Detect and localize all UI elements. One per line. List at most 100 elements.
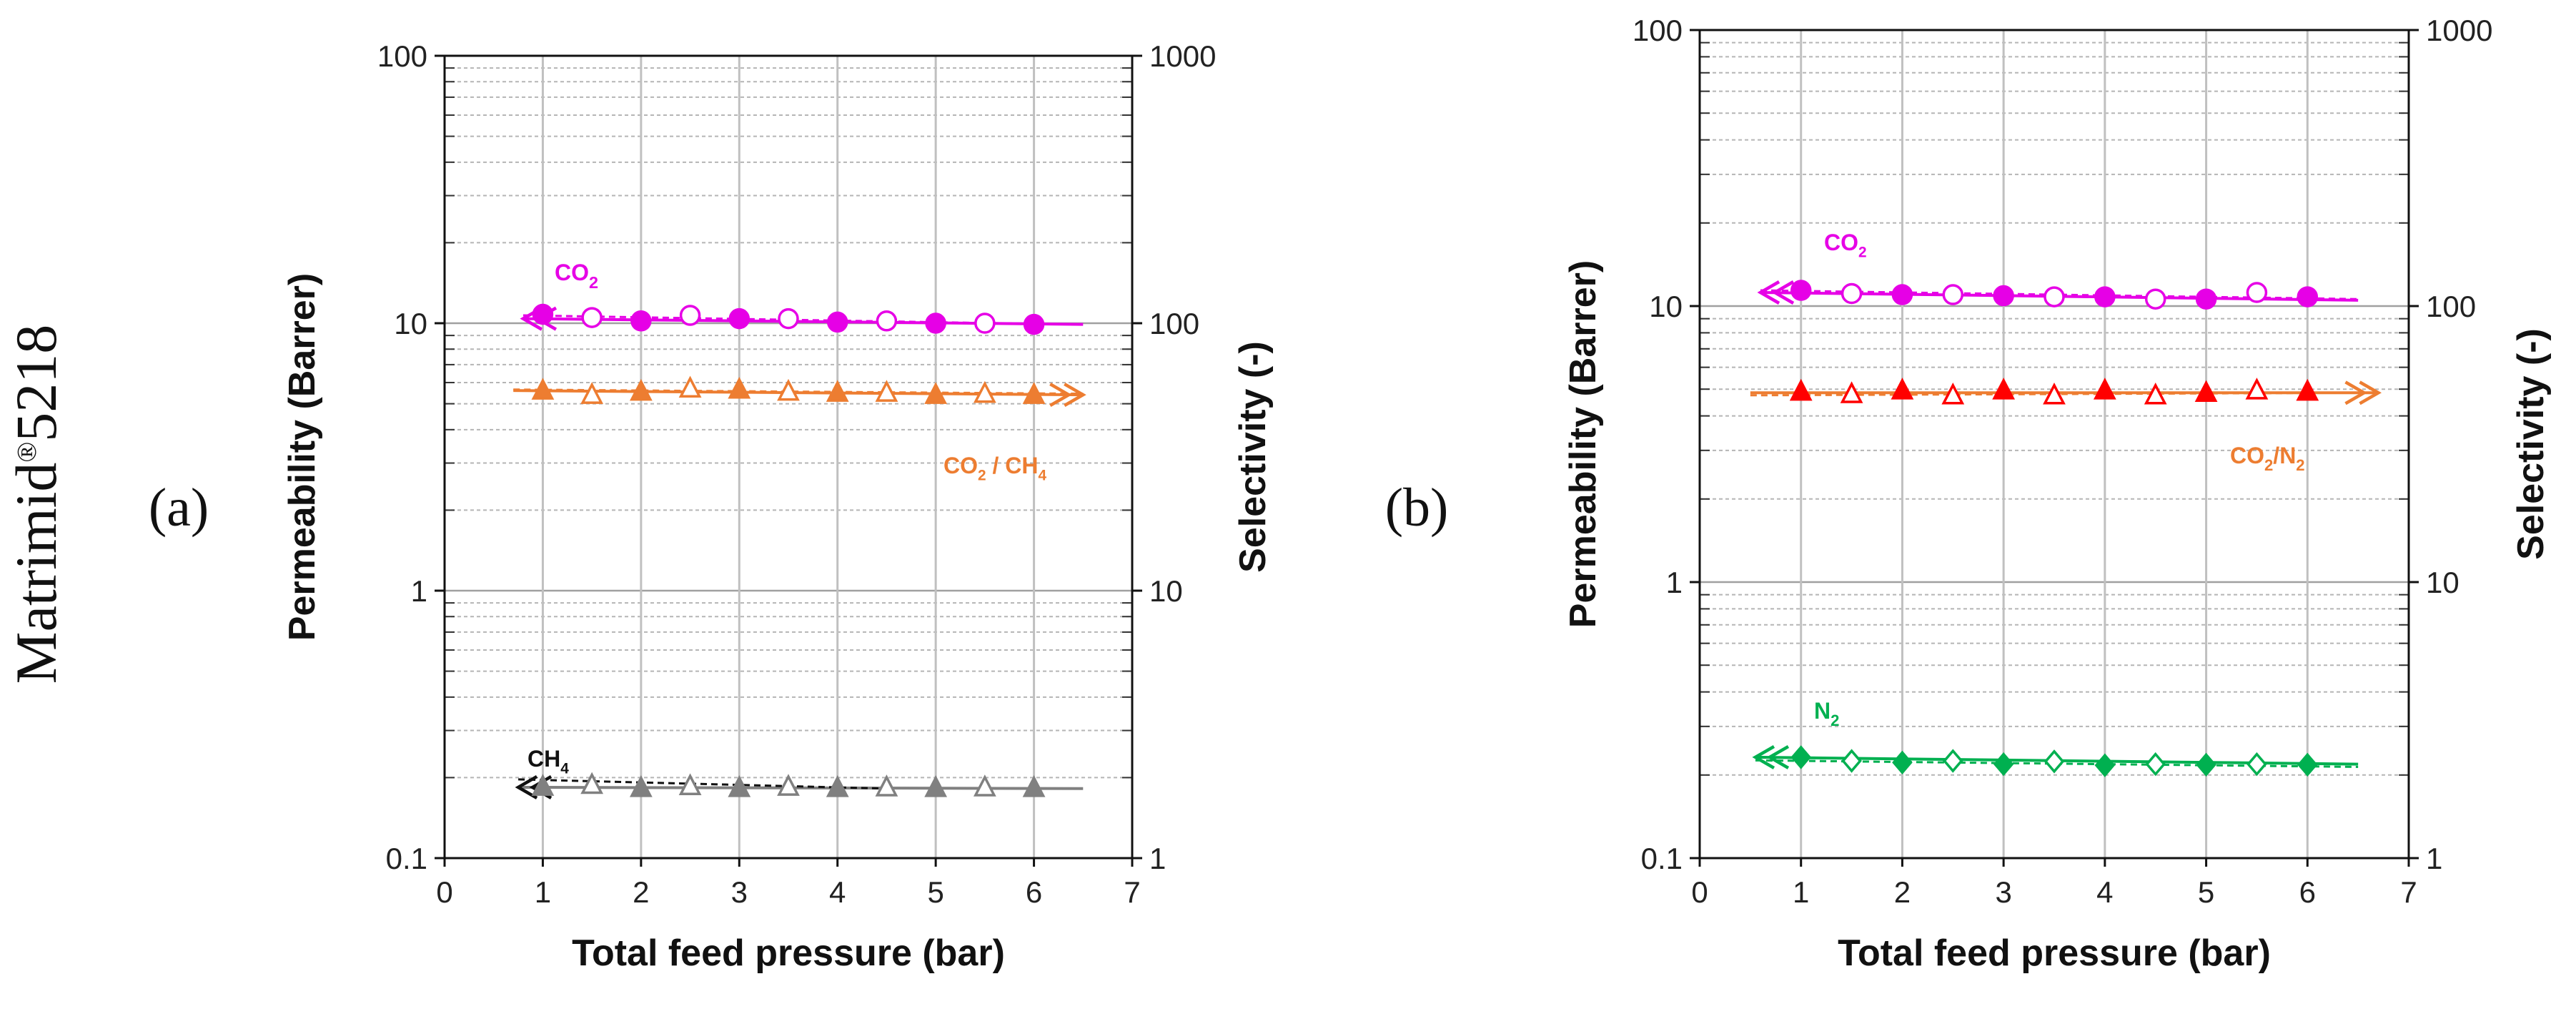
panel-b-x-tick-label: 0 <box>1691 875 1708 909</box>
panel-b-filled-marker <box>1790 745 1812 769</box>
panel-a-x-tick-label: 6 <box>1026 875 1042 909</box>
panel-a-open-marker <box>777 774 800 796</box>
panel-a-label-co2-ch4-sub: 2 <box>978 468 986 484</box>
panel-a-filled-marker <box>728 775 751 797</box>
panel-b-filled-marker <box>2195 288 2217 310</box>
panel-a-filled-marker <box>826 775 849 797</box>
panel-a-y2-tick-label: 1000 <box>1149 39 1216 73</box>
panel-b-y2-tick-label: 100 <box>2426 290 2476 323</box>
panel-a-filled-marker <box>924 775 948 797</box>
panel-b-y-tick-label: 1 <box>1666 566 1683 599</box>
panel-b-open-marker <box>1941 383 1965 405</box>
panel-b-arrowhead <box>1752 744 1775 769</box>
panel-b-y2-tick-label: 10 <box>2426 566 2459 599</box>
panel-a-x-tick-label: 3 <box>731 875 748 909</box>
panel-b-x-axis-label: Total feed pressure (bar) <box>1838 932 2271 974</box>
material-number: 5218 <box>4 325 69 442</box>
panel-a-x-tick-label: 1 <box>535 875 551 909</box>
panel-b-open-marker <box>2246 282 2268 303</box>
panel-a-open-marker <box>876 310 898 332</box>
panel-b-filled-marker <box>1992 378 2016 400</box>
panel-b-x-tick-label: 5 <box>2198 875 2214 909</box>
panel-b-series-co2-n2 <box>1750 378 2382 405</box>
panel-b-open-marker <box>1942 749 1963 773</box>
panel-a-filled-marker <box>728 376 751 399</box>
panel-a-y-tick-label: 0.1 <box>386 842 427 875</box>
panel-a-fit-line-dashed <box>518 778 887 790</box>
panel-b-label-co2-n2-main: CO <box>2230 443 2264 468</box>
panel-a-filled-marker <box>629 378 653 401</box>
panel-b-open-marker <box>2044 749 2065 774</box>
panel-b-label-n2-sub: 2 <box>1831 712 1839 729</box>
panel-a-filled-marker <box>630 310 652 332</box>
panel-b-filled-marker <box>2094 753 2116 777</box>
panel-a-label-ch4-sub: 4 <box>560 761 569 777</box>
panel-a-filled-marker <box>924 382 948 404</box>
panel-a-open-marker <box>778 307 799 330</box>
panel-b-filled-marker <box>1789 378 1813 401</box>
material-name: Matrimid <box>4 463 69 684</box>
panel-a-label-co2-ch4-main2: / CH <box>986 453 1039 478</box>
panel-a-filled-marker <box>1023 313 1045 335</box>
panel-a-series-co2-ch4 <box>513 375 1086 408</box>
panel-a-arrowhead <box>1064 383 1086 408</box>
panel-b-series-n2 <box>1752 744 2359 777</box>
panel-b-x-tick-label: 7 <box>2400 875 2417 909</box>
panel-a-filled-marker <box>531 774 555 796</box>
panel-b-y2-axis-label: Selectivity (-) <box>2510 328 2552 560</box>
panel-a-y-axis-label: Permeability (Barrer) <box>282 273 323 641</box>
panel-a-filled-marker <box>728 307 750 330</box>
chart-panel-a: 0 1 2 3 4 5 6 7 0.1 1 10 100 1 10 100 1000 Total feed pr… <box>149 39 1274 974</box>
panel-a-open-marker <box>974 312 996 334</box>
panel-a-y2-tick-label: 100 <box>1149 307 1199 340</box>
panel-b-open-marker <box>2144 288 2166 310</box>
panel-a-y-tick-label: 100 <box>377 39 427 73</box>
panel-a-label-co2-ch4: CO2 / CH4 <box>943 453 1046 484</box>
panel-b-open-marker <box>2245 378 2269 400</box>
panel-a-x-tick-label: 0 <box>436 875 452 909</box>
panel-b-series-co2 <box>1757 280 2359 310</box>
panel-a-open-marker <box>678 375 702 398</box>
panel-b-open-marker <box>2144 383 2167 405</box>
panel-b-y-tick-label: 100 <box>1633 14 1683 47</box>
panel-a-open-marker <box>581 307 603 328</box>
panel-b-open-marker <box>2044 286 2065 307</box>
panel-b-x-tick-label: 1 <box>1793 875 1809 909</box>
panel-b-filled-marker <box>2194 380 2218 403</box>
panel-b-y2-tick-label: 1 <box>2426 842 2442 875</box>
panel-b-filled-marker <box>2297 286 2319 307</box>
panel-a-open-marker <box>679 305 701 326</box>
panel-b-label-co2: CO2 <box>1824 230 1867 261</box>
panel-b-filled-marker <box>2196 752 2216 777</box>
panel-b-open-marker <box>2043 383 2066 405</box>
panel-a-series-co2 <box>520 303 1084 335</box>
panel-b-open-marker <box>2145 752 2166 777</box>
panel-a-y2-tick-label: 10 <box>1149 574 1183 608</box>
panel-b-filled-marker <box>1790 280 1812 301</box>
chart-panel-b: 0 1 2 3 4 5 6 7 0.1 1 10 100 1 10 100 1000 Total feed pr… <box>1385 14 2552 974</box>
panel-a-arrowhead <box>515 775 538 799</box>
panel-b-filled-marker <box>1993 285 2014 307</box>
panel-a-label-ch4: CH4 <box>527 746 569 777</box>
panel-b-arrowhead <box>1757 280 1780 305</box>
panel-b-label-co2-n2-sub2: 2 <box>2296 456 2304 474</box>
panel-b-arrowhead <box>2344 380 2367 405</box>
panel-b-y-tick-label: 10 <box>1649 290 1683 323</box>
panel-a-open-marker <box>875 774 898 797</box>
panel-a-open-marker <box>580 772 604 794</box>
panel-b-label-co2-n2-main2: /N <box>2273 443 2296 468</box>
registered-mark: ® <box>12 442 42 463</box>
panel-a-arrowhead <box>1049 383 1072 408</box>
panel-b-y-axis-label: Permeability (Barrer) <box>1562 260 1604 628</box>
panel-a-label-co2: CO2 <box>555 260 598 292</box>
panel-a-open-marker <box>875 380 898 402</box>
panel-b-filled-marker <box>1892 750 1913 774</box>
panel-b-label-n2-main: N <box>1814 698 1831 724</box>
panel-a-label-co2-ch4-sub2: 4 <box>1038 468 1046 484</box>
panel-b-label-co2-n2-sub: 2 <box>2264 456 2273 474</box>
panel-a-y-tick-label: 10 <box>394 307 427 340</box>
panel-a-x-tick-label: 2 <box>633 875 649 909</box>
panel-a-y-tick-label: 1 <box>411 574 427 608</box>
panel-a-filled-marker <box>532 303 554 325</box>
